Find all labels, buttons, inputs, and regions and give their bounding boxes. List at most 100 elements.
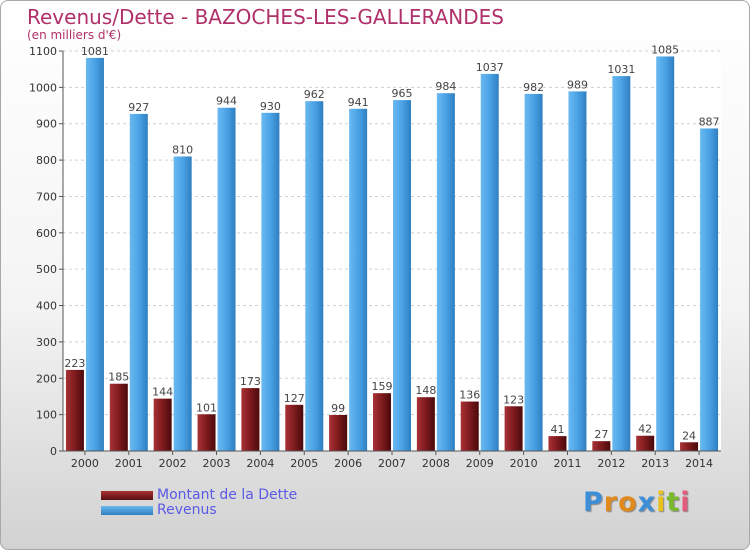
bar-revenus [217,107,236,452]
bar-revenus [349,108,368,452]
y-tick-label: 100 [36,409,57,422]
logo-letter: x [637,487,657,518]
data-label-dette: 123 [503,393,524,406]
bar-dette [592,441,611,451]
bar-revenus [436,93,455,451]
x-tick-label: 2013 [641,457,669,470]
data-label-dette: 185 [108,371,129,384]
legend-swatch-dette [101,491,153,500]
data-label-dette: 42 [638,423,652,436]
bar-revenus [393,100,411,451]
bar-dette [636,435,655,451]
x-tick-label: 2007 [378,457,406,470]
data-label-dette: 99 [331,402,345,415]
x-tick-label: 2000 [71,457,99,470]
data-label-dette: 24 [682,429,696,442]
data-label-revenus: 1081 [81,45,109,58]
logo-letter: i [680,487,691,518]
data-label-dette: 159 [372,380,393,393]
y-tick-label: 500 [36,263,57,276]
bar-revenus [261,112,280,452]
bar-revenus [568,91,587,451]
x-tick-label: 2014 [685,457,713,470]
plot-background [63,51,721,451]
x-tick-label: 2010 [510,457,538,470]
data-label-dette: 148 [415,384,436,397]
legend-label-dette: Montant de la Dette [157,487,298,503]
logo-letter: r [603,487,619,518]
data-label-revenus: 941 [348,96,369,109]
proxiti-logo: Proxiti [583,487,691,518]
bar-dette [504,406,523,451]
y-tick-label: 700 [36,190,57,203]
logo-letter: o [618,487,638,518]
data-label-revenus: 984 [435,80,456,93]
y-tick-label: 800 [36,154,57,167]
bar-dette [680,442,699,451]
data-label-revenus: 810 [172,143,193,156]
bar-dette [460,401,479,451]
bar-revenus [129,113,148,451]
bar-revenus [305,101,324,451]
data-label-dette: 223 [64,357,85,370]
bar-revenus [656,56,675,452]
legend-label-revenus: Revenus [157,502,217,518]
y-tick-label: 1000 [29,81,57,94]
x-tick-label: 2003 [203,457,231,470]
y-tick-label: 200 [36,372,57,385]
data-label-dette: 101 [196,401,217,414]
bar-revenus [173,156,192,452]
bar-dette [109,383,128,451]
chart-title: Revenus/Dette - BAZOCHES-LES-GALLERANDES [27,5,504,29]
y-tick-label: 900 [36,118,57,131]
data-label-revenus: 989 [567,78,588,91]
bar-revenus [85,57,104,452]
y-tick-label: 1100 [29,45,57,58]
bar-dette [241,388,260,451]
data-label-revenus: 1037 [476,61,504,74]
bar-dette [197,414,216,451]
x-tick-label: 2012 [597,457,625,470]
data-label-dette: 27 [594,428,608,441]
bar-dette [416,397,435,451]
data-label-dette: 173 [240,375,261,388]
data-label-revenus: 965 [392,87,413,100]
x-tick-label: 2009 [466,457,494,470]
bar-revenus [524,93,543,451]
bar-dette [285,404,304,451]
bar-dette [548,436,567,451]
data-label-dette: 41 [550,423,564,436]
x-tick-label: 2002 [159,457,187,470]
y-tick-label: 300 [36,336,57,349]
y-tick-label: 600 [36,227,57,240]
bar-dette [373,393,391,451]
data-label-dette: 127 [284,392,305,405]
bar-revenus [480,73,499,451]
y-tick-label: 0 [50,445,57,458]
bar-dette [65,369,84,451]
x-tick-label: 2004 [246,457,274,470]
x-tick-label: 2001 [115,457,143,470]
data-label-dette: 144 [152,386,173,399]
x-tick-label: 2008 [422,457,450,470]
data-label-dette: 136 [459,389,480,402]
bar-revenus [612,76,631,451]
data-label-revenus: 962 [304,88,325,101]
x-tick-label: 2005 [290,457,318,470]
data-label-revenus: 982 [523,81,544,94]
chart-subtitle: (en milliers d'€) [27,28,122,42]
bar-revenus [700,128,719,452]
x-tick-label: 2011 [553,457,581,470]
x-tick-label: 2006 [334,457,362,470]
data-label-revenus: 1031 [607,63,635,76]
logo-letter: i [656,487,667,518]
legend-swatch-revenus [101,506,153,515]
logo-letter: P [583,487,604,518]
data-label-revenus: 1085 [651,43,679,56]
y-tick-label: 400 [36,300,57,313]
data-label-revenus: 944 [216,95,237,108]
bar-dette [153,398,172,451]
logo-letter: t [666,487,681,518]
